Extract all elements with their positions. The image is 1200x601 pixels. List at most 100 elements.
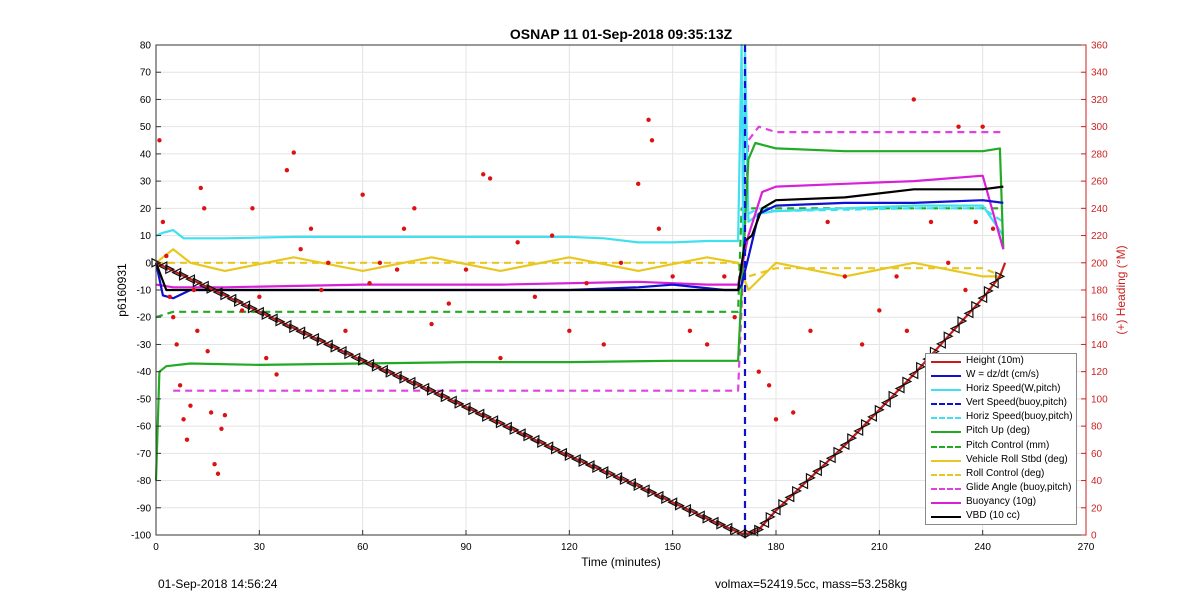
x-tick-label: 0: [153, 542, 159, 553]
height-marker: [825, 453, 836, 464]
heading-point: [618, 260, 624, 265]
height-marker: [688, 507, 699, 518]
legend-label: Pitch Control (mm): [966, 439, 1050, 451]
heading-point: [167, 294, 172, 300]
height-marker: [833, 446, 844, 457]
legend-entry: Pitch Control (mm): [926, 439, 1076, 453]
heading-point: [326, 260, 331, 265]
height-marker: [220, 290, 231, 301]
height-marker: [778, 498, 789, 509]
height-marker: [247, 303, 258, 314]
y-tick-label: 60: [140, 95, 152, 106]
legend-swatch: [931, 487, 961, 490]
height-marker: [894, 383, 905, 394]
height-marker: [413, 379, 424, 390]
heading-point: [646, 117, 651, 123]
heading-point: [412, 206, 417, 211]
heading-point: [191, 287, 197, 293]
legend-swatch: [931, 389, 961, 392]
footer-date: 01-Sep-2018 14:56:24: [158, 577, 278, 591]
heading-point: [773, 417, 779, 422]
heading-point: [911, 97, 916, 102]
y-tick-label: 50: [140, 122, 152, 133]
height-marker: [178, 270, 189, 281]
y2-tick-label: 160: [1091, 313, 1108, 324]
legend-entry: Pitch Up (deg): [926, 424, 1076, 438]
x-tick-label: 270: [1078, 542, 1095, 553]
y2-tick-label: 180: [1091, 286, 1108, 297]
legend-entry: Glide Angle (buoy,pitch): [926, 481, 1076, 495]
heading-point: [164, 253, 169, 259]
legend-label: Glide Angle (buoy,pitch): [966, 481, 1072, 493]
legend-label: VBD (10 cc): [966, 510, 1020, 522]
heading-point: [222, 413, 228, 418]
heading-point: [184, 437, 190, 442]
y2-tick-label: 200: [1091, 258, 1108, 269]
y-tick-label: -80: [137, 476, 152, 487]
legend-swatch: [931, 501, 961, 504]
heading-point: [732, 315, 737, 320]
heading-point: [360, 192, 365, 197]
heading-point: [567, 328, 572, 334]
y2-tick-label: 80: [1091, 422, 1103, 433]
legend-label: W = dz/dt (cm/s): [966, 369, 1040, 381]
heading-point: [367, 280, 372, 286]
height-marker: [674, 500, 685, 511]
heading-point: [532, 294, 538, 300]
heading-point: [160, 219, 166, 225]
heading-point: [808, 328, 813, 334]
heading-point: [481, 172, 486, 177]
legend-entry: Horiz Speed(W,pitch): [926, 382, 1076, 396]
heading-point: [904, 328, 910, 334]
heading-point: [877, 308, 882, 313]
heading-point: [239, 308, 245, 313]
height-marker: [206, 283, 217, 294]
heading-point: [181, 417, 186, 422]
heading-point: [859, 342, 865, 347]
heading-point: [188, 403, 193, 408]
heading-point: [894, 274, 899, 279]
y2-tick-label: 280: [1091, 149, 1108, 160]
height-marker: [988, 278, 999, 289]
legend-label: Height (10m): [966, 355, 1024, 366]
height-marker: [578, 457, 589, 468]
heading-point: [157, 138, 162, 143]
legend-swatch: [931, 361, 961, 363]
series-line-roll: [155, 248, 1004, 292]
height-marker: [963, 308, 974, 319]
y-tick-label: -10: [137, 286, 152, 297]
x-tick-label: 240: [974, 542, 991, 553]
height-marker: [811, 466, 822, 477]
legend-entry: Buoyancy (10g): [926, 495, 1076, 509]
y2-tick-label: 20: [1091, 503, 1103, 514]
y-tick-label: -100: [131, 531, 151, 542]
heading-points: [157, 97, 1003, 476]
heading-point: [171, 315, 176, 320]
y-tick-label: 30: [140, 177, 152, 188]
heading-point: [722, 274, 727, 279]
height-marker: [916, 361, 927, 372]
x-tick-label: 90: [460, 542, 472, 553]
x-tick-label: 30: [254, 542, 266, 553]
heading-point: [429, 321, 434, 327]
height-marker: [983, 285, 994, 296]
height-marker: [977, 293, 988, 304]
height-marker: [330, 342, 341, 353]
heading-point: [274, 372, 279, 377]
legend-label: Vehicle Roll Stbd (deg): [966, 453, 1068, 465]
y2-tick-label: 340: [1091, 68, 1108, 79]
series-line-pitch-control: [155, 207, 1004, 319]
heading-point: [219, 426, 224, 432]
y2-tick-label: 120: [1091, 367, 1108, 378]
legend-entry: W = dz/dt (cm/s): [926, 368, 1076, 382]
y-tick-label: -40: [137, 367, 152, 378]
heading-point: [670, 274, 675, 279]
legend-entry: VBD (10 cc): [926, 509, 1076, 523]
legend-entry: Vert Speed(buoy,pitch): [926, 396, 1076, 410]
height-marker: [619, 475, 630, 485]
height-marker: [454, 398, 465, 409]
heading-point: [656, 226, 662, 231]
legend-label: Vert Speed(buoy,pitch): [966, 397, 1067, 409]
height-marker: [736, 528, 747, 539]
legend-swatch: [931, 445, 961, 448]
